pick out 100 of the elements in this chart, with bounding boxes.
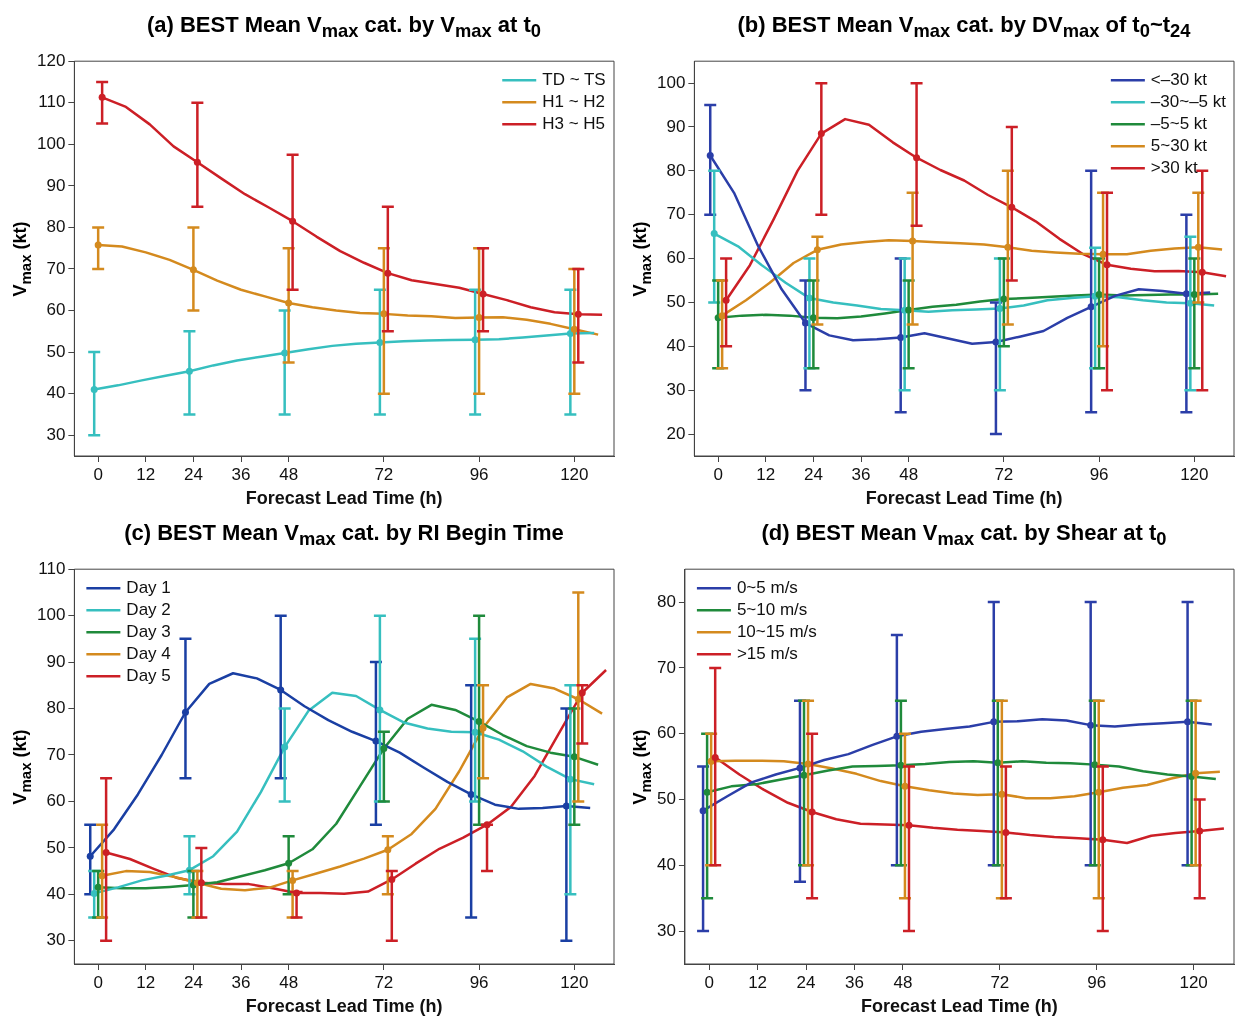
point [1095,291,1103,299]
x-tick-label: 36 [845,972,864,992]
point [1095,788,1103,796]
y-tick-label: 30 [46,930,66,950]
y-tick-label: 60 [666,248,686,268]
point [801,319,809,327]
point [706,152,714,160]
point [1182,290,1190,298]
point [479,724,487,732]
point [817,130,825,138]
point [574,695,582,703]
x-tick-label: 120 [560,464,589,484]
point [376,339,384,347]
point [94,241,102,249]
point [102,849,110,857]
legend-label: H3 ~ H5 [542,113,606,133]
chart-title: (a) BEST Mean V$_{max}$ cat. by V$_{max}$ at t$_{0}$ [145,11,543,44]
point [813,246,821,254]
y-tick-label: 50 [656,789,676,809]
point [796,764,804,772]
point [376,706,384,714]
y-tick-label: 60 [46,300,66,320]
y-tick-label: 70 [46,744,66,764]
legend-label: Day 2 [126,599,171,619]
point [90,386,98,394]
y-tick-label: 70 [666,204,686,224]
chart-title: (d) BEST Mean V$_{max}$ cat. by Shear at t$_{0}$ [760,519,1168,552]
x-tick-label: 48 [893,972,913,992]
point [562,802,570,810]
point [805,294,813,302]
legend-label: 5~30 kt [1150,135,1208,155]
x-tick-label: 36 [231,464,251,484]
legend-label: –30~–5 kt [1150,91,1227,111]
point [994,759,1002,767]
legend-label: Day 5 [126,665,171,685]
point [990,718,998,726]
point [901,782,909,790]
point [289,217,297,225]
y-tick-label: 40 [46,884,66,904]
x-tick-label: 72 [990,972,1010,992]
x-tick-label: 120 [1180,464,1209,484]
point [711,753,719,761]
point [905,821,913,829]
x-tick-label: 72 [374,464,394,484]
x-tick-label: 96 [469,972,489,992]
point [285,299,293,307]
point [384,846,392,854]
y-tick-label: 40 [46,383,66,403]
x-tick-label: 0 [93,972,103,992]
legend-label: Day 3 [126,621,171,641]
x-axis-title: Forecast Lead Time (h) [245,996,443,1017]
y-tick-label: 60 [46,791,66,811]
legend-label: >30 kt [1150,157,1198,177]
point [479,290,487,298]
x-tick-label: 72 [994,464,1014,484]
point [1190,291,1198,299]
y-tick-label: 30 [666,379,686,399]
x-tick-label: 96 [469,464,489,484]
point [909,237,917,245]
point [471,728,479,736]
point [1099,250,1107,258]
y-tick-label: 110 [38,558,66,578]
point [98,93,106,101]
y-tick-label: 50 [666,292,686,312]
point [193,158,201,166]
y-tick-label: 30 [46,424,66,444]
point [1087,303,1095,311]
point [1184,718,1192,726]
y-tick-label: 40 [656,854,676,874]
y-tick-label: 40 [666,336,686,356]
point [998,790,1006,798]
point [285,859,293,867]
legend-label: 10~15 m/s [736,621,817,641]
point [281,743,289,751]
y-tick-label: 90 [46,175,66,195]
point [372,737,380,745]
x-tick-label: 36 [231,972,251,992]
y-tick-label: 70 [46,258,66,278]
legend-label: TD ~ TS [542,69,606,89]
x-tick-label: 12 [136,464,156,484]
point [897,761,905,769]
x-tick-label: 96 [1089,464,1109,484]
y-tick-label: 50 [46,341,66,361]
point [722,296,730,304]
point [996,305,1004,313]
point [570,753,578,761]
x-tick-label: 24 [803,464,823,484]
legend-label: <–30 kt [1150,69,1208,89]
point [1198,268,1206,276]
legend-label: Day 4 [126,643,171,663]
x-tick-label: 12 [748,972,768,992]
y-tick-label: 20 [666,423,686,443]
point [181,708,189,716]
point [808,808,816,816]
point [197,879,205,887]
point [293,889,301,897]
point [699,807,707,815]
legend-label: H1 ~ H2 [542,91,606,111]
y-tick-label: 110 [38,92,66,112]
point [1196,827,1204,835]
